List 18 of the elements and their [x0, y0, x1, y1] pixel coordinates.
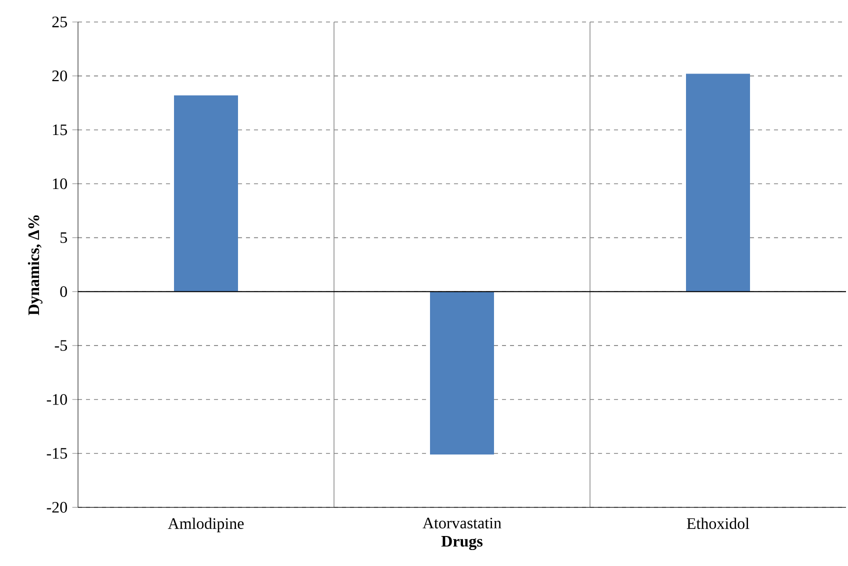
x-tick-label: Amlodipine: [168, 518, 244, 532]
y-tick-label: -15: [46, 448, 67, 459]
y-tick-label: 10: [53, 178, 67, 190]
y-tick-label: -20: [46, 502, 67, 513]
y-tick-label: 20: [52, 70, 67, 82]
bar: [430, 292, 494, 454]
y-tick-label: 0: [60, 286, 67, 298]
bar: [686, 74, 750, 292]
x-axis-title: Drugs: [441, 536, 483, 550]
bar: [174, 95, 238, 292]
x-tick-label: Atorvastatin: [422, 518, 502, 528]
y-tick-label: -10: [46, 394, 67, 405]
y-tick-label: 15: [53, 124, 67, 136]
x-tick-label: Ethoxidol: [686, 518, 750, 529]
y-tick-label: -5: [54, 340, 67, 351]
y-tick-label: 5: [60, 232, 67, 243]
y-axis-title: Dynamics, Δ%: [28, 215, 42, 316]
y-tick-label: 25: [52, 16, 67, 28]
